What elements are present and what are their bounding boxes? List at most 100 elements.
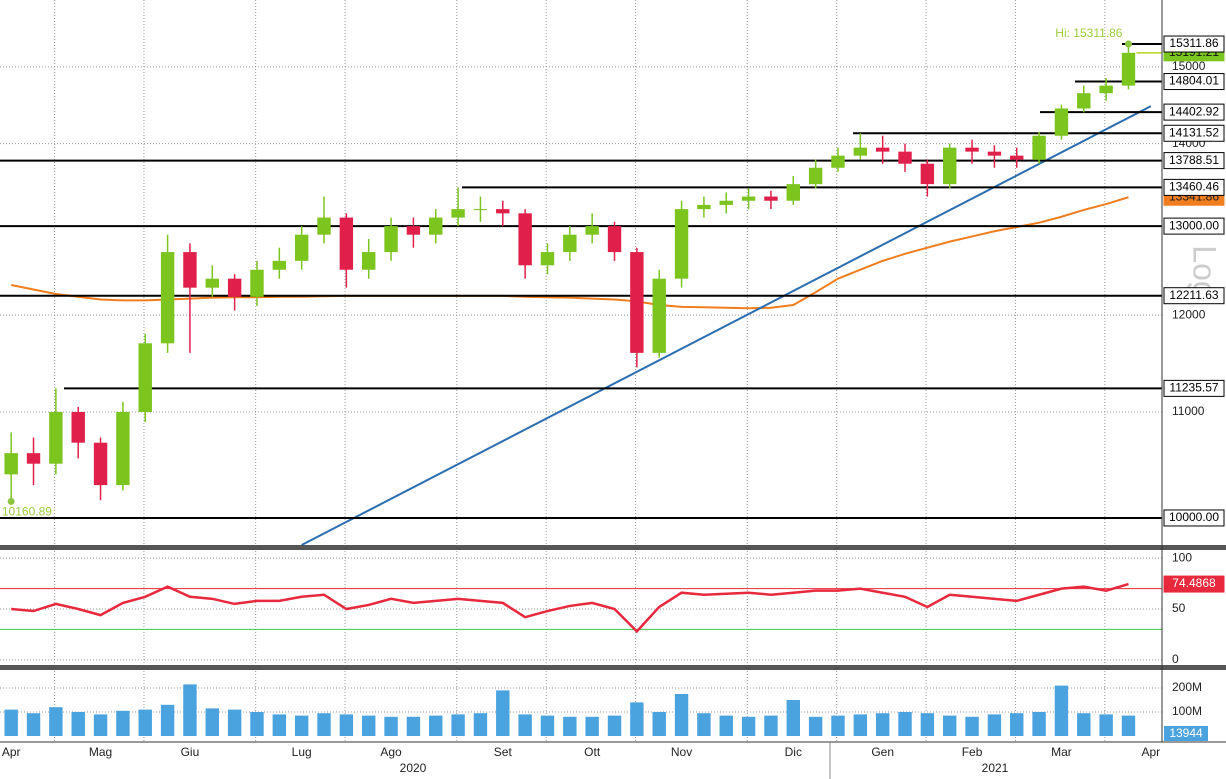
panel-separator: [0, 665, 1226, 670]
volume-bar: [741, 716, 756, 736]
candle-body: [540, 252, 555, 266]
candle-body: [853, 147, 868, 156]
candle-body: [965, 147, 979, 152]
volume-bar: [93, 714, 108, 736]
y-tick-label: 12000: [1172, 307, 1206, 321]
y-tick-label: 11000: [1172, 404, 1205, 418]
volume-bar: [987, 714, 1002, 736]
volume-bar: [719, 715, 733, 736]
candle-body: [652, 278, 666, 353]
candle-body: [317, 217, 331, 235]
volume-bar: [898, 712, 912, 736]
volume-bar: [585, 716, 599, 736]
volume-bar: [71, 712, 85, 736]
candle-body: [987, 151, 1002, 156]
level-label: 11235.57: [1169, 381, 1218, 395]
level-box: [1163, 178, 1225, 196]
candle-body: [183, 252, 197, 288]
candle-body: [294, 234, 309, 261]
volume-bar: [630, 702, 644, 736]
candle-body: [71, 411, 85, 443]
x-tick-label: Set: [494, 745, 513, 759]
x-tick-label: Giu: [181, 745, 200, 759]
volume-bar: [116, 710, 130, 736]
volume-bar: [1032, 712, 1046, 736]
candle-body: [272, 260, 287, 270]
volume-bar: [294, 715, 309, 736]
candle-body: [1054, 108, 1069, 136]
candle-body: [1077, 93, 1091, 109]
x-tick-label: Gen: [871, 745, 894, 759]
candle-body: [250, 269, 264, 297]
x-tick-label: Feb: [962, 745, 983, 759]
candle-body: [875, 147, 890, 152]
level-box: [1163, 509, 1225, 527]
candle-body: [585, 226, 599, 235]
y-tick-label: 100M: [1172, 704, 1202, 718]
candle-body: [496, 209, 510, 214]
candle-body: [518, 213, 532, 266]
candle-body: [93, 442, 108, 486]
y-tick-label: 200M: [1172, 680, 1202, 694]
volume-bar: [138, 709, 152, 736]
y-tick-label: 15000: [1172, 59, 1206, 73]
candle-body: [362, 252, 376, 270]
volume-bar: [473, 713, 488, 736]
candle-body: [1099, 85, 1113, 94]
volume-last-label: 13944: [1169, 726, 1203, 740]
volume-bar: [205, 708, 219, 736]
candle-body: [719, 200, 733, 205]
candle-body: [898, 151, 912, 164]
x-tick-label: Nov: [671, 745, 692, 759]
volume-bar: [697, 713, 711, 736]
volume-bar: [831, 715, 845, 736]
candle-body: [831, 155, 845, 168]
volume-bar: [406, 716, 421, 736]
candle-body: [1032, 135, 1046, 160]
x-tick-label: Lug: [292, 745, 312, 759]
candle-body: [943, 147, 957, 185]
volume-bar: [362, 715, 376, 736]
rsi-value-label: 74.4868: [1172, 576, 1216, 590]
volume-bar: [540, 715, 555, 736]
candle-body: [49, 411, 63, 464]
volume-bar: [764, 715, 778, 736]
level-label: 14131.52: [1169, 125, 1219, 139]
year-label: 2021: [982, 761, 1009, 775]
volume-bar: [652, 712, 666, 736]
candle-body: [786, 184, 800, 201]
volume-bar: [875, 713, 890, 736]
candle-body: [339, 217, 354, 270]
candle-body: [406, 226, 421, 235]
candle-body: [116, 411, 130, 486]
volume-bar: [1099, 714, 1113, 736]
volume-bar: [250, 712, 264, 736]
low-annotation: Low: 10160.89: [0, 505, 52, 519]
level-box: [1163, 124, 1225, 142]
candle-body: [160, 252, 175, 344]
candle-body: [429, 217, 443, 235]
level-label: 14402.92: [1169, 104, 1219, 118]
candle-body: [563, 234, 577, 253]
volume-bar: [272, 714, 287, 736]
volume-bar: [1121, 715, 1136, 736]
x-tick-label: Apr: [2, 745, 21, 759]
x-tick-label: Apr: [1141, 745, 1160, 759]
volume-bar: [227, 709, 242, 736]
volume-bar: [429, 715, 443, 736]
high-marker: [1124, 40, 1132, 48]
volume-bar: [183, 684, 197, 736]
level-box: [1163, 379, 1225, 397]
candle-body: [1121, 52, 1136, 86]
volume-bar: [160, 704, 175, 736]
x-tick-label: Dic: [785, 745, 802, 759]
level-label: 13788.51: [1169, 153, 1219, 167]
volume-bar: [339, 714, 354, 736]
volume-bar: [1054, 685, 1069, 736]
level-box: [1163, 35, 1225, 53]
x-tick-label: Mar: [1051, 745, 1072, 759]
y-tick-label: 50: [1172, 601, 1186, 615]
volume-last-box: [1164, 726, 1208, 741]
volume-bar: [674, 694, 689, 736]
